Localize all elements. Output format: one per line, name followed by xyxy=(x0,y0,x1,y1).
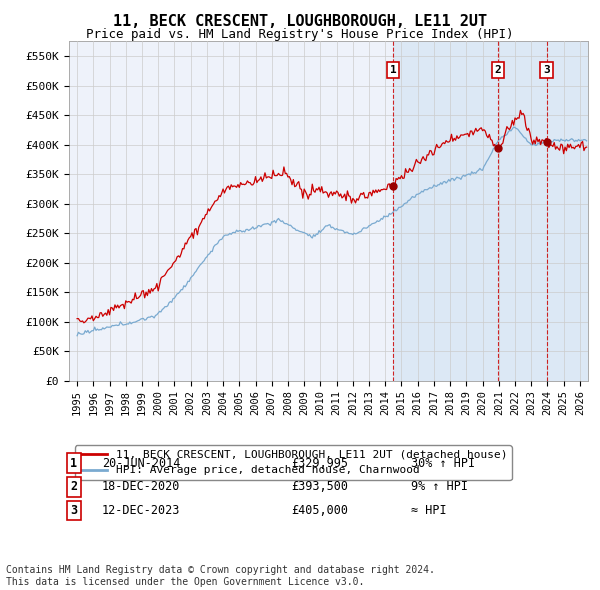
Text: £393,500: £393,500 xyxy=(291,480,348,493)
Text: 2: 2 xyxy=(70,480,77,493)
Text: 3: 3 xyxy=(70,504,77,517)
Text: £329,995: £329,995 xyxy=(291,457,348,470)
Text: ≈ HPI: ≈ HPI xyxy=(411,504,446,517)
Text: 20-JUN-2014: 20-JUN-2014 xyxy=(102,457,181,470)
Text: 1: 1 xyxy=(70,457,77,470)
Bar xyxy=(393,41,588,381)
Text: £405,000: £405,000 xyxy=(291,504,348,517)
Text: 2: 2 xyxy=(495,65,502,75)
Text: 11, BECK CRESCENT, LOUGHBOROUGH, LE11 2UT: 11, BECK CRESCENT, LOUGHBOROUGH, LE11 2U… xyxy=(113,14,487,28)
Text: 1: 1 xyxy=(389,65,396,75)
Text: 30% ↑ HPI: 30% ↑ HPI xyxy=(411,457,475,470)
Text: Price paid vs. HM Land Registry's House Price Index (HPI): Price paid vs. HM Land Registry's House … xyxy=(86,28,514,41)
Text: 3: 3 xyxy=(543,65,550,75)
Text: 18-DEC-2020: 18-DEC-2020 xyxy=(102,480,181,493)
Text: 9% ↑ HPI: 9% ↑ HPI xyxy=(411,480,468,493)
Legend: 11, BECK CRESCENT, LOUGHBOROUGH, LE11 2UT (detached house), HPI: Average price, : 11, BECK CRESCENT, LOUGHBOROUGH, LE11 2U… xyxy=(74,445,512,480)
Text: 12-DEC-2023: 12-DEC-2023 xyxy=(102,504,181,517)
Text: Contains HM Land Registry data © Crown copyright and database right 2024.
This d: Contains HM Land Registry data © Crown c… xyxy=(6,565,435,587)
